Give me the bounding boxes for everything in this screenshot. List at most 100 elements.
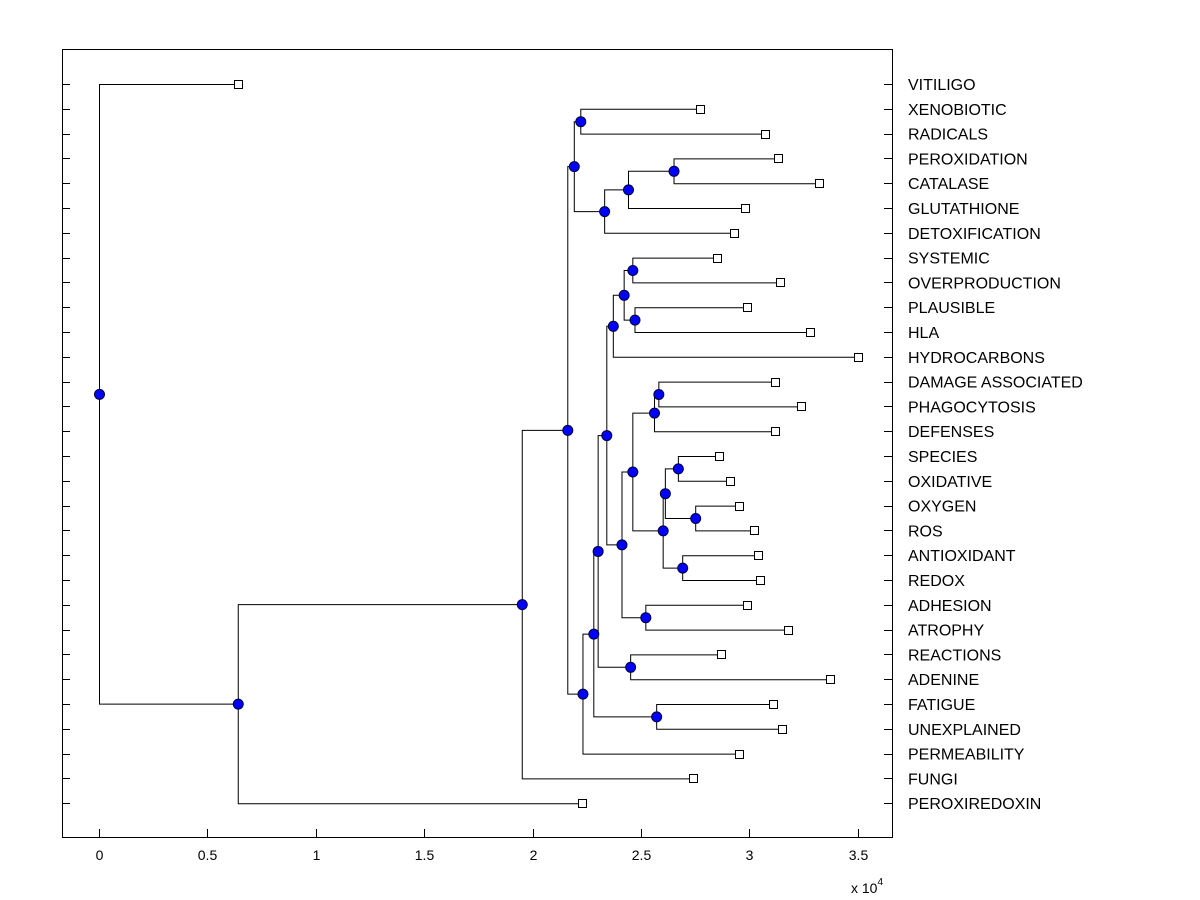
merge-node-n2 — [668, 165, 680, 177]
branch-n20-n9 — [606, 325, 613, 436]
leaf-label-oxygen: OXYGEN — [908, 499, 976, 516]
leaf-label-reactions: REACTIONS — [908, 647, 1001, 664]
x-tick-label: 1.5 — [415, 847, 435, 863]
leaf-label-peroxiredoxin: PEROXIREDOXIN — [908, 796, 1041, 813]
leaf-label-peroxidation: PEROXIDATION — [908, 151, 1028, 168]
branch-n23-unexplained — [656, 716, 782, 730]
branch-n16-n15 — [662, 530, 683, 569]
branch-n13-ros — [695, 518, 754, 532]
x-axis-multiplier: x 104 — [851, 877, 883, 896]
leaf-label-damage-associated: DAMAGE ASSOCIATED — [908, 375, 1083, 392]
leaf-label-permeability: PERMEABILITY — [908, 747, 1025, 764]
branch-n2-peroxidation — [673, 158, 778, 171]
x-tick-label: 2 — [530, 847, 538, 863]
leaf-label-xenobiotic: XENOBIOTIC — [908, 102, 1007, 119]
merge-node-n5 — [568, 161, 580, 173]
leaf-label-overproduction: OVERPRODUCTION — [908, 275, 1061, 292]
merge-node-n17 — [627, 466, 639, 478]
leaf-label-defenses: DEFENSES — [908, 424, 994, 441]
branch-n15-redox — [682, 567, 761, 581]
leaf-labels: VITILIGO XENOBIOTIC RADICALS PEROXIDATION CA… — [908, 77, 1083, 813]
x-tick-label: 0.5 — [198, 847, 218, 863]
branch-n24-n22 — [593, 550, 598, 634]
branch-n10-phagocytosis — [658, 394, 802, 408]
leaf-marker-radicals — [761, 130, 770, 139]
branch-n29-n28 — [99, 393, 238, 705]
leaf-marker-phagocytosis — [797, 402, 806, 411]
leaf-label-systemic: SYSTEMIC — [908, 251, 990, 268]
leaf-label-unexplained: UNEXPLAINED — [908, 722, 1021, 739]
branch-n2-catalase — [673, 170, 819, 185]
leaf-marker-overproduction — [776, 278, 785, 287]
branch-n22-n21 — [597, 550, 631, 668]
branch-n25-permeability — [582, 693, 739, 755]
branch-n15-antioxidant — [682, 555, 759, 568]
leaf-label-detoxification: DETOXIFICATION — [908, 226, 1041, 243]
leaf-marker-antioxidant — [754, 551, 763, 560]
leaf-marker-catalase — [815, 179, 824, 188]
branch-n5-n1 — [573, 121, 581, 167]
merge-node-n29 — [94, 388, 105, 400]
merge-node-n9 — [607, 320, 619, 332]
leaf-marker-permeability — [735, 750, 744, 759]
branch-n18-atrophy — [645, 617, 789, 631]
leaf-label-ros: ROS — [908, 523, 943, 540]
leaf-label-antioxidant: ANTIOXIDANT — [908, 548, 1016, 565]
branch-n10-damage-associated — [658, 381, 776, 394]
x-tick-label: 3.5 — [849, 847, 869, 863]
merge-node-n18 — [640, 612, 652, 624]
leaf-marker-adenine — [826, 675, 835, 684]
x-tick-label: 3 — [746, 847, 754, 863]
branch-n22-n20 — [597, 435, 607, 551]
leaf-label-glutathione: GLUTATHIONE — [908, 201, 1019, 218]
leaf-label-fungi: FUNGI — [908, 771, 958, 788]
leaf-marker-fungi — [689, 774, 698, 783]
branch-n27-fungi — [521, 604, 694, 780]
merge-nodes — [94, 116, 702, 723]
leaf-label-species: SPECIES — [908, 449, 977, 466]
branch-n13-oxygen — [695, 505, 739, 518]
leaf-marker-oxygen — [735, 502, 744, 511]
leaf-label-phagocytosis: PHAGOCYTOSIS — [908, 399, 1036, 416]
branch-n28-n27 — [237, 604, 522, 704]
leaf-marker-peroxiredoxin — [578, 799, 587, 808]
merge-node-n23 — [651, 711, 663, 723]
y-axis-ticks — [62, 84, 892, 804]
merge-node-n28 — [232, 698, 244, 710]
leaf-marker-species — [715, 452, 724, 461]
leaf-marker-damage-associated — [771, 378, 780, 387]
merge-node-n24 — [588, 628, 600, 640]
branch-n12-oxidative — [677, 468, 730, 482]
branch-n19-n17 — [621, 471, 633, 545]
merge-node-n16 — [657, 525, 669, 537]
branch-n7-plausible — [634, 307, 748, 320]
leaf-marker-plausible — [743, 303, 752, 312]
branch-n3-n2 — [627, 170, 674, 190]
x-axis-multiplier-base: x 10 — [851, 880, 878, 896]
branch-n1-radicals — [580, 121, 765, 135]
leaf-marker-adhesion — [743, 601, 752, 610]
branch-n29-vitiligo — [99, 84, 238, 394]
leaf-marker-peroxidation — [774, 154, 783, 163]
branch-n4-n3 — [604, 189, 628, 212]
branch-n27-n26 — [521, 429, 568, 605]
merge-node-n21 — [625, 661, 637, 673]
branch-n23-fatigue — [656, 704, 774, 717]
branch-n21-reactions — [630, 654, 722, 667]
merge-node-n11 — [649, 407, 661, 419]
leaf-marker-glutathione — [741, 204, 750, 213]
leaf-label-adenine: ADENINE — [908, 672, 979, 689]
branch-n17-n11 — [632, 412, 655, 472]
leaf-marker-hydrocarbons — [854, 353, 863, 362]
x-tick-label: 2.5 — [632, 847, 652, 863]
branch-n1-xenobiotic — [580, 108, 700, 122]
x-axis-tick-labels: 0 0.5 1 1.5 2 2.5 3 3.5 — [96, 847, 869, 863]
merge-node-n4 — [599, 206, 611, 218]
merge-node-n19 — [616, 539, 628, 551]
leaf-marker-xenobiotic — [696, 105, 705, 114]
x-tick-label: 0 — [96, 847, 104, 863]
branch-n17-n16 — [632, 471, 663, 532]
branch-n16-n14 — [662, 493, 665, 531]
leaf-label-plausible: PLAUSIBLE — [908, 300, 995, 317]
merge-node-n26 — [562, 424, 574, 436]
